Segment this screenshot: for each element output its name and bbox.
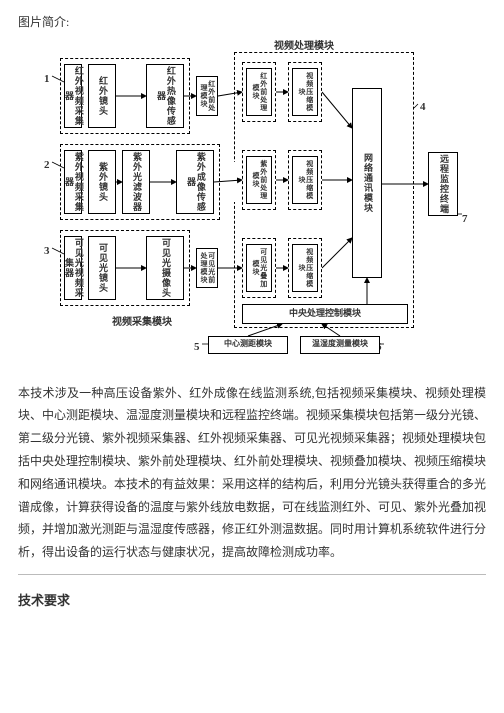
tech-req-heading: 技术要求 [18, 589, 486, 612]
main-paragraph: 本技术涉及一种高压设备紫外、红外成像在线监测系统,包括视频采集模块、视频处理模块… [18, 382, 486, 564]
box-ir-sensor: 红外热像传感器 [146, 64, 184, 128]
num-4: 4 [420, 98, 426, 118]
label-acq-module: 视频采集模块 [112, 314, 172, 332]
box-vis-lens: 可见光镜头 [88, 236, 116, 300]
box-uv-filter: 紫外光滤波器 [122, 150, 150, 214]
box-pre-vis: 可见光叠加模块 [246, 244, 272, 292]
box-ir-acq: 红外视频采集器 [64, 64, 82, 128]
box-uv-sensor: 紫外成像传感器 [176, 150, 214, 214]
box-net: 网络通讯模块 [352, 88, 382, 278]
box-comp1: 视频压缩模块 [292, 68, 318, 116]
box-vis-acq: 可见光视频采集器 [64, 236, 82, 300]
box-ir-pre-small: 红外前处理模块 [196, 76, 218, 116]
box-temp: 温湿度测量模块 [300, 336, 380, 354]
num-3: 3 [44, 242, 50, 262]
num-5: 5 [194, 338, 200, 358]
box-comp2: 视频压缩模块 [292, 156, 318, 204]
box-uv-acq: 紫外视频采集器 [64, 150, 82, 214]
box-vis-cam: 可见光摄像头 [146, 236, 184, 300]
intro-label: 图片简介: [18, 12, 486, 34]
box-cpu: 中央处理控制模块 [242, 304, 408, 324]
divider [18, 574, 486, 575]
box-uv-pre-small [222, 162, 244, 202]
diagram-container: 视频处理模块 1 2 3 4 5 6 7 红外视频采集器 红外镜头 红外热像传感… [22, 38, 482, 368]
box-vis-pre-small: 可见光前处理模块 [196, 248, 218, 288]
box-ir-lens: 红外镜头 [88, 64, 116, 128]
box-uv-lens: 紫外镜头 [88, 150, 116, 214]
box-pre-ir: 红外前处理模块 [246, 68, 272, 116]
box-remote: 远程监控终端 [428, 152, 458, 216]
num-1: 1 [44, 70, 50, 90]
num-2: 2 [44, 156, 50, 176]
num-7: 7 [462, 210, 468, 230]
box-pre-uv: 紫外前处理模块 [246, 156, 272, 204]
box-center-dist: 中心测距模块 [208, 336, 288, 354]
box-comp3: 视频压缩模块 [292, 244, 318, 292]
